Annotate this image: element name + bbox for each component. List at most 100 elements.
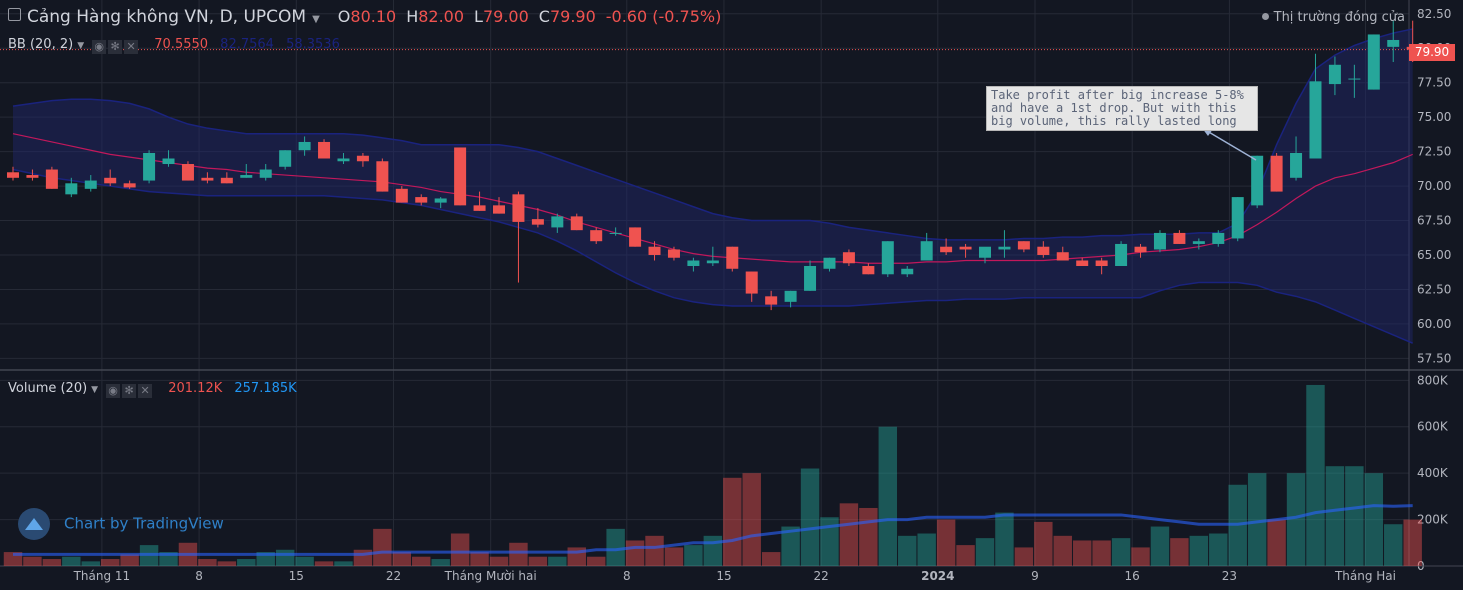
tradingview-branding[interactable]: Chart by TradingView [18,508,224,540]
volume-ma-value: 257.185K [234,381,297,396]
time-tick-label: Tháng Hai [1334,569,1396,583]
candle-body [1017,241,1030,250]
candle-body [279,150,292,167]
volume-bar [1364,473,1384,566]
bb-basis-value: 70.5550 [154,37,209,52]
volume-bar [936,519,956,566]
price-tick-label: 70.00 [1417,179,1451,193]
candle-body [395,188,408,203]
candle-body [979,246,991,258]
bb-indicator-name[interactable]: BB (20, 2) [8,37,74,52]
volume-bar [1267,519,1286,566]
bb-band-fill [13,28,1413,344]
candle-body [629,227,642,247]
candle-body [45,169,58,189]
time-tick-label: 22 [386,569,401,583]
series-toggle-icon[interactable] [8,8,21,21]
candle-body [959,246,972,250]
volume-bar [23,556,42,566]
volume-value: 201.12K [168,381,223,396]
candle-body [1367,34,1380,90]
volume-bar [1209,533,1228,566]
chevron-down-icon[interactable]: ▼ [91,385,99,395]
candle-body [454,147,467,206]
volume-bar [1072,540,1092,566]
candle-body [1056,252,1069,261]
last-price-label: 79.90 [1409,44,1455,61]
candle-body [765,296,778,305]
volume-bar [1111,538,1131,566]
candle-body [667,249,680,258]
time-tick-label: 22 [814,569,829,583]
gear-icon[interactable]: ✻ [108,40,123,54]
time-tick-label: 9 [1031,569,1039,583]
candle-body [473,205,486,211]
status-dot-icon [1261,13,1269,20]
volume-bar [450,533,470,566]
candle-body [434,198,447,203]
price-tick-label: 77.50 [1417,76,1451,90]
candle-body [1212,232,1225,244]
bb-upper-value: 82.7564 [220,37,274,52]
symbol-title[interactable]: Cảng Hàng không VN, D, UPCOM [27,7,307,27]
volume-bar [1150,526,1170,566]
volume-bar [781,526,800,566]
close-key: C [538,7,550,26]
eye-icon[interactable]: ◉ [92,40,107,54]
volume-bar [1034,521,1053,566]
volume-bar [1014,547,1034,566]
volume-bar [275,549,295,566]
volume-bar [509,542,528,566]
candle-body [512,194,525,222]
volume-indicator-name[interactable]: Volume (20) [8,381,88,396]
candle-body [804,266,817,291]
symbol-header: Cảng Hàng không VN, D, UPCOM ▼ O80.10 H82.0… [8,7,731,27]
candle-body [745,271,758,294]
volume-bar [606,528,625,566]
price-tick-label: 62.50 [1417,282,1451,296]
volume-bar [198,559,217,566]
volume-bar [373,528,392,566]
chevron-down-icon[interactable]: ▼ [312,14,320,25]
low-key: L [474,7,483,26]
close-icon[interactable]: ✕ [138,384,153,398]
candle-body [1270,155,1283,192]
volume-bar [1286,473,1306,566]
candle-body [104,177,117,184]
candle-body [551,216,564,228]
volume-bar [956,545,975,566]
candle-body [687,260,700,267]
candle-body [920,241,933,261]
volume-bar [586,556,606,566]
candle-body [1348,78,1361,80]
volume-bar [703,535,723,566]
volume-bar [548,556,567,566]
branding-text[interactable]: Chart by TradingView [64,514,224,533]
volume-bar [392,552,412,566]
chevron-down-icon[interactable]: ▼ [77,41,85,51]
candle-body [162,158,175,165]
volume-bar [1189,535,1209,566]
time-tick-label: 16 [1125,569,1140,583]
time-tick-label: 8 [195,569,203,583]
volume-bar [742,473,761,566]
volume-bar [839,503,859,566]
volume-bar [761,552,781,566]
candle-body [356,155,369,162]
time-tick-label: 15 [289,569,304,583]
volume-bar [431,559,450,566]
eye-icon[interactable]: ◉ [106,384,121,398]
close-icon[interactable]: ✕ [124,40,139,54]
gear-icon[interactable]: ✻ [122,384,137,398]
candle-body [181,164,194,181]
bb-lower-line [12,168,1413,344]
candle-body [1173,232,1186,244]
volume-bar [898,535,917,566]
annotation-note[interactable]: Take profit after big increase 5-8% and … [986,86,1258,131]
volume-bar [412,556,431,566]
open-value: 80.10 [350,7,397,26]
volume-bar [217,561,237,566]
candle-body [259,169,272,178]
volume-bar [664,547,684,566]
candle-body [1076,260,1089,267]
